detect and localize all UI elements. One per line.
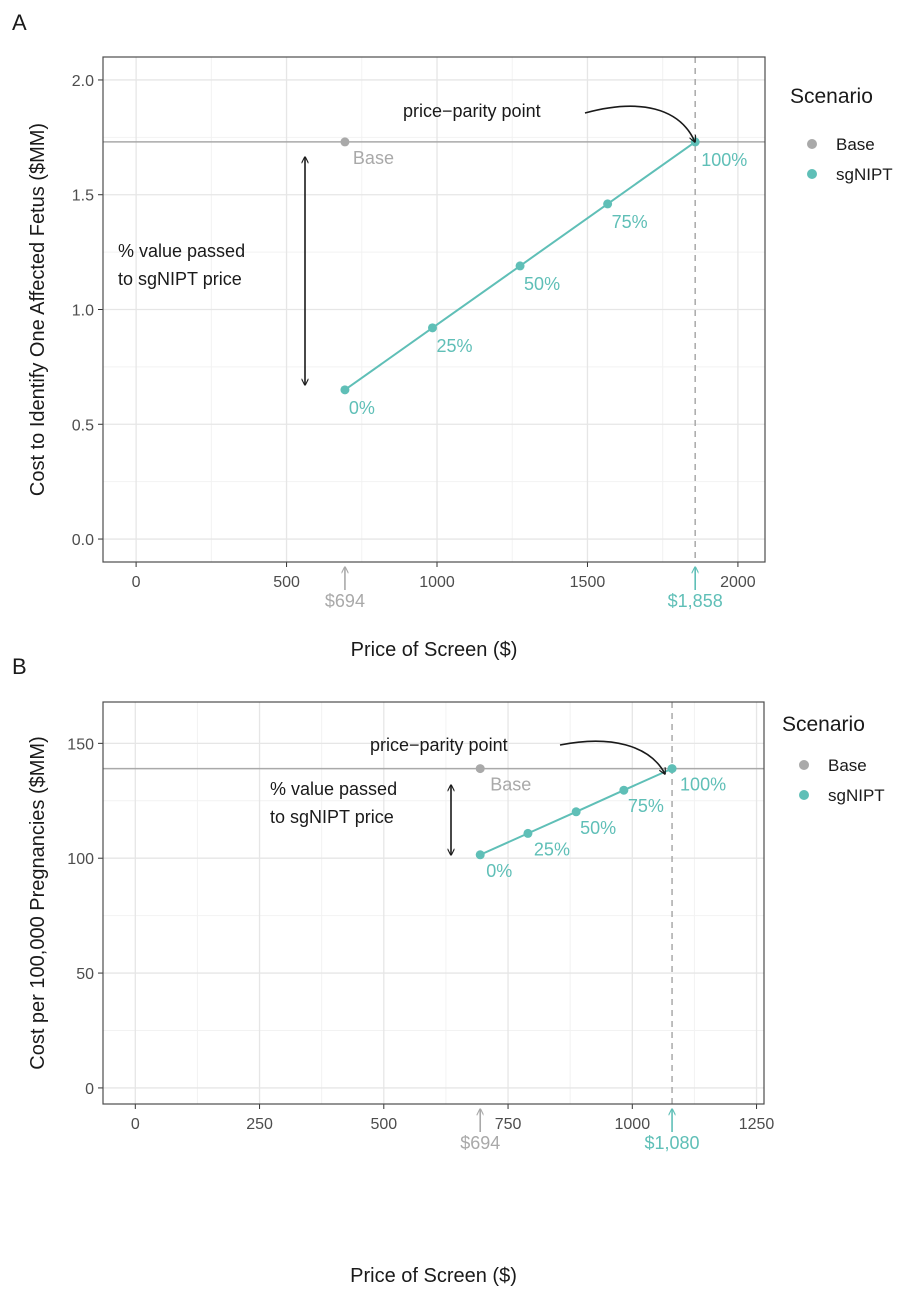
parity-annotation: price−parity point [403, 101, 541, 121]
y-tick-label: 1.0 [72, 303, 94, 320]
legend-sgnipt-label: sgNIPT [836, 165, 893, 184]
parity-curved-arrow [584, 105, 695, 142]
legend-sgnipt-swatch [799, 790, 809, 800]
base-point-label: Base [353, 148, 394, 168]
legend-sgnipt-label: sgNIPT [828, 786, 885, 805]
legend-title: Scenario [782, 713, 865, 736]
panel-tag: A [12, 10, 27, 35]
x-axis-title: Price of Screen ($) [351, 639, 518, 661]
sgnipt-point [603, 199, 613, 209]
y-tick-label: 0 [85, 1081, 94, 1098]
y-tick-label: 0.0 [72, 532, 94, 549]
sgnipt-point [475, 850, 485, 860]
sgnipt-point-label: 75% [628, 796, 664, 816]
y-axis-title: Cost per 100,000 Pregnancies ($MM) [27, 736, 49, 1070]
sgnipt-point-label: 50% [524, 274, 560, 294]
legend-sgnipt-swatch [807, 169, 817, 179]
sgnipt-point [515, 261, 525, 271]
y-tick-label: 50 [76, 966, 94, 983]
sgnipt-point-label: 25% [436, 336, 472, 356]
sgnipt-point-label: 100% [680, 775, 726, 795]
sgnipt-point [690, 137, 700, 147]
sgnipt-point-label: 25% [534, 839, 570, 859]
parity-annotation: price−parity point [370, 735, 508, 755]
sgnipt-point [667, 764, 677, 774]
value-passed-text-1: % value passed [270, 779, 397, 799]
sgnipt-point-label: 0% [349, 398, 375, 418]
x-tick-label: 250 [246, 1116, 273, 1133]
y-tick-label: 150 [67, 736, 94, 753]
value-passed-text-2: to sgNIPT price [118, 269, 242, 289]
x-tick-label: 1000 [419, 574, 455, 591]
base-price-label: $694 [460, 1133, 500, 1153]
x-tick-label: 1000 [615, 1116, 651, 1133]
legend-title: Scenario [790, 85, 873, 108]
legend-base-label: Base [836, 135, 875, 154]
base-point-label: Base [490, 775, 531, 795]
base-point [340, 137, 350, 147]
panel-a: A 0 500 1000 1500 2000 0.0 0.5 1.0 1.5 2.0 Base 0% 25… [12, 10, 893, 661]
legend-base-swatch [799, 760, 809, 770]
sgnipt-point-label: 100% [701, 150, 747, 170]
x-tick-label: 500 [370, 1116, 397, 1133]
panel-b: B 0 250 500 750 1000 1250 0 50 100 150 Base 0% 25% 50%… [12, 654, 885, 1287]
y-axis-title: Cost to Identify One Affected Fetus ($MM… [27, 123, 49, 496]
parity-price-label: $1,080 [645, 1133, 700, 1153]
value-passed-text-1: % value passed [118, 241, 245, 261]
sgnipt-point [619, 785, 629, 795]
legend-base-label: Base [828, 756, 867, 775]
sgnipt-point-label: 50% [580, 818, 616, 838]
sgnipt-point [340, 385, 350, 395]
y-tick-label: 1.5 [72, 188, 94, 205]
parity-curved-arrow [559, 740, 665, 774]
y-tick-label: 0.5 [72, 417, 94, 434]
base-point [475, 764, 485, 774]
base-price-label: $694 [325, 591, 365, 611]
legend-base-swatch [807, 139, 817, 149]
sgnipt-point-label: 75% [612, 212, 648, 232]
x-tick-label: 0 [131, 1116, 140, 1133]
x-tick-label: 1500 [570, 574, 606, 591]
y-tick-label: 2.0 [72, 73, 94, 90]
x-tick-label: 0 [132, 574, 141, 591]
panel-border [102, 701, 765, 1105]
x-tick-label: 750 [495, 1116, 522, 1133]
sgnipt-point [427, 323, 437, 333]
x-tick-label: 1250 [739, 1116, 775, 1133]
x-axis-title: Price of Screen ($) [350, 1265, 517, 1287]
x-tick-label: 500 [273, 574, 300, 591]
y-tick-label: 100 [67, 851, 94, 868]
sgnipt-point [571, 807, 581, 817]
sgnipt-point [523, 828, 533, 838]
parity-price-label: $1,858 [668, 591, 723, 611]
panel-border [102, 56, 766, 563]
value-passed-text-2: to sgNIPT price [270, 807, 394, 827]
panel-tag: B [12, 654, 27, 679]
x-tick-label: 2000 [720, 574, 756, 591]
sgnipt-point-label: 0% [486, 861, 512, 881]
